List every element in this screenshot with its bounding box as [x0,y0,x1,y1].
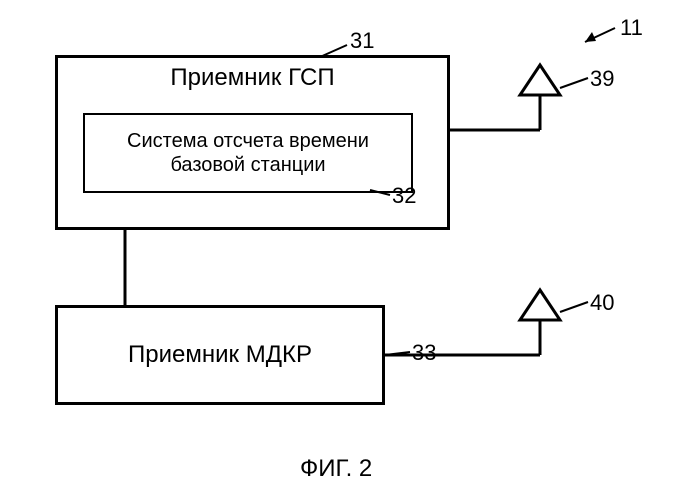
gps-receiver-title: Приемник ГСП [58,58,447,92]
gps-receiver-box: Приемник ГСП Система отсчета времени баз… [55,55,450,230]
cdma-receiver-box: Приемник МДКР [55,305,385,405]
base-station-timing-line2: базовой станции [170,153,325,177]
label-39: 39 [590,66,614,92]
label-32: 32 [392,183,416,209]
label-33: 33 [412,340,436,366]
cdma-receiver-title: Приемник МДКР [128,341,312,369]
label-11: 11 [620,15,643,41]
figure-caption: ФИГ. 2 [300,455,372,483]
base-station-timing-box: Система отсчета времени базовой станции [83,113,413,193]
label-31: 31 [350,28,374,54]
label-40: 40 [590,290,614,316]
base-station-timing-line1: Система отсчета времени [127,129,369,153]
